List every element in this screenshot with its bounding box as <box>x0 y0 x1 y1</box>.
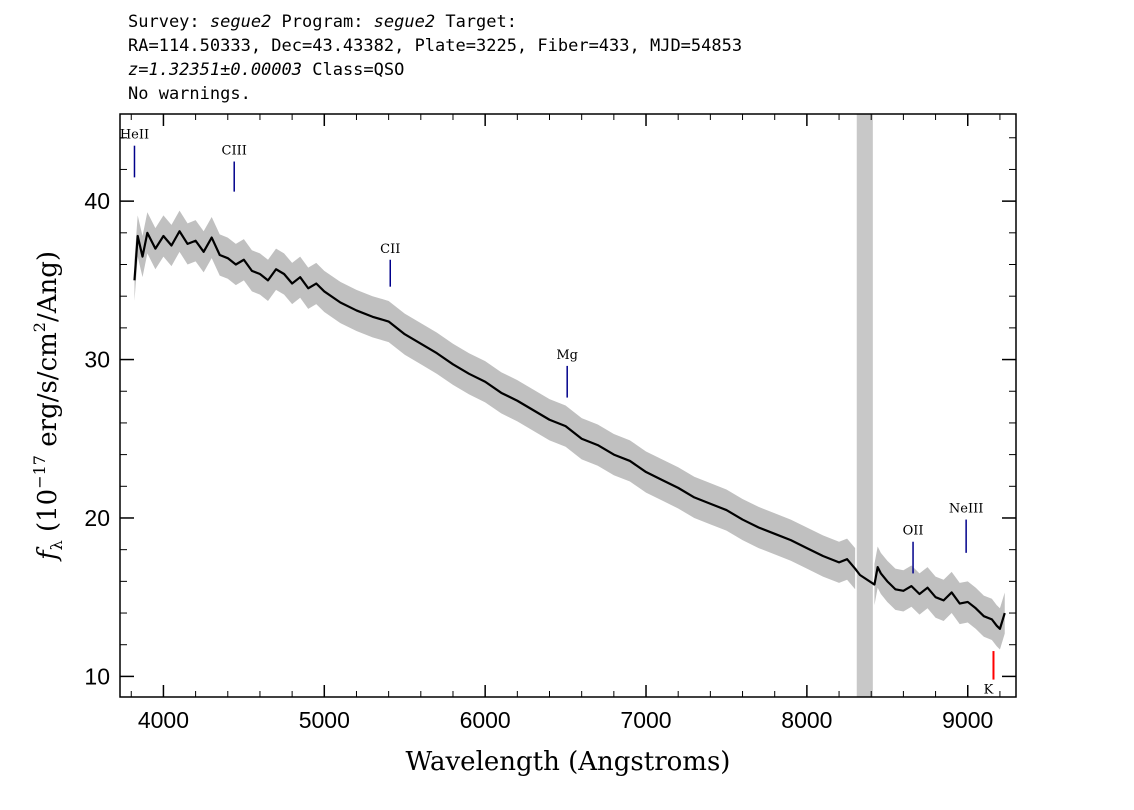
header-survey-line: Survey: segue2 Program: segue2 Target: <box>128 10 742 34</box>
y-axis-title-squared: 2 <box>30 322 49 332</box>
program-prefix: Program: <box>271 12 374 32</box>
x-tick-label: 9000 <box>942 707 993 733</box>
line-markers: HeII CIII CII Mg OII NeIII K <box>120 128 995 698</box>
spectrum-path <box>133 230 1006 630</box>
header-coordinates-line: RA=114.50333, Dec=43.43382, Plate=3225, … <box>128 36 743 56</box>
x-axis-title: Wavelength (Angstroms) <box>406 747 731 777</box>
survey-prefix: Survey: <box>128 12 210 32</box>
y-axis-title-exponent: −17 <box>30 455 49 489</box>
emission-line-label: Mg <box>556 348 578 363</box>
object-class: Class=QSO <box>302 60 405 80</box>
y-axis-title-subscript: λ <box>47 540 66 550</box>
y-tick-label: 20 <box>84 505 110 531</box>
error-band-segment <box>134 210 856 590</box>
emission-line-label: NeIII <box>949 502 983 517</box>
y-axis: 10 20 30 40 <box>84 137 1016 689</box>
y-tick-label: 30 <box>84 347 110 373</box>
x-tick-label: 4000 <box>138 707 189 733</box>
x-tick-label: 6000 <box>460 707 511 733</box>
header-redshift-line: z=1.32351±0.00003 Class=QSO <box>128 58 742 82</box>
y-axis-title-close: /Ang) <box>33 251 63 322</box>
y-tick-label: 40 <box>84 188 110 214</box>
spectrum-line <box>133 230 1006 630</box>
x-tick-label: 5000 <box>299 707 350 733</box>
emission-line-label: OII <box>903 524 924 539</box>
plot-frame <box>119 113 1017 698</box>
emission-line-label: CIII <box>222 144 247 159</box>
spectrum-header: Survey: segue2 Program: segue2 Target: R… <box>128 10 742 106</box>
target-label: Target: <box>435 12 517 32</box>
y-tick-label: 10 <box>84 663 110 689</box>
program-name: segue2 <box>373 12 436 32</box>
masked-region <box>856 114 873 697</box>
absorption-line-label: K <box>984 683 994 698</box>
y-axis-title: fλ (10−17 erg/s/cm2/Ang) <box>30 251 66 562</box>
x-axis: 4000 5000 6000 7000 8000 9000 <box>130 114 1001 733</box>
x-tick-label: 7000 <box>620 707 671 733</box>
y-axis-title-open: (10 <box>33 489 63 541</box>
emission-line-label: CII <box>380 242 400 257</box>
redshift-value: z=1.32351±0.00003 <box>128 60 302 80</box>
header-warnings-line: No warnings. <box>128 84 251 104</box>
masked-region-band <box>856 114 873 697</box>
emission-line-label: HeII <box>120 128 149 143</box>
survey-name: segue2 <box>209 12 272 32</box>
x-tick-label: 8000 <box>781 707 832 733</box>
y-axis-title-units: erg/s/cm <box>33 332 63 455</box>
